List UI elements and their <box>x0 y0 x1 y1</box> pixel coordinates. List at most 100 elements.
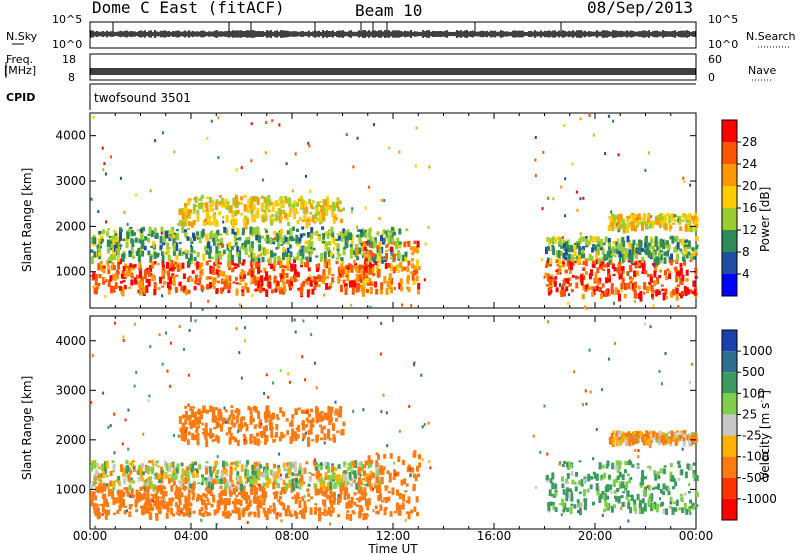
scatter-cell <box>593 474 597 480</box>
scatter-cell <box>122 266 126 272</box>
scatter-cell <box>585 284 589 289</box>
scatter-cell <box>634 430 638 438</box>
scatter-cell <box>107 279 111 287</box>
scatter-cell <box>349 264 353 267</box>
scatter-cell <box>686 463 690 470</box>
scatter-cell <box>168 499 172 506</box>
scatter-cell <box>274 480 278 486</box>
nave-tick-bottom: 0 <box>708 71 715 84</box>
scatter-cell <box>187 509 191 518</box>
scatter-cell <box>298 510 302 515</box>
scatter-cell <box>143 236 147 239</box>
scatter-cell <box>167 287 171 295</box>
scatter-cell <box>416 240 420 248</box>
scatter-cell <box>116 253 120 262</box>
scatter-cell <box>372 240 376 248</box>
scatter-cell <box>409 271 413 274</box>
scatter-cell <box>209 276 213 279</box>
scatter-cell <box>275 424 279 431</box>
scatter-cell <box>151 274 155 282</box>
scatter-cell <box>137 476 141 482</box>
scatter-cell <box>169 230 173 234</box>
scatter-cell <box>229 467 233 475</box>
scatter-cell <box>111 274 115 280</box>
scatter-cell <box>218 201 222 206</box>
scatter-cell <box>675 293 679 301</box>
scatter-cell <box>662 292 666 301</box>
scatter-cell <box>592 457 595 461</box>
scatter-cell <box>233 467 237 471</box>
scatter-cell <box>271 206 275 212</box>
scatter-cell <box>136 495 139 502</box>
scatter-cell <box>400 265 404 272</box>
scatter-cell <box>695 252 698 256</box>
scatter-cell <box>90 256 94 265</box>
scatter-cell <box>363 266 367 273</box>
scatter-cell <box>342 207 345 211</box>
scatter-cell <box>244 326 247 330</box>
scatter-cell <box>694 215 698 220</box>
scatter-cell <box>622 254 625 263</box>
scatter-cell <box>667 439 671 444</box>
scatter-cell <box>627 499 631 503</box>
scatter-cell <box>647 250 651 258</box>
scatter-cell <box>355 268 359 273</box>
scatter-cell <box>249 407 253 415</box>
scatter-cell <box>364 512 368 520</box>
scatter-cell <box>303 467 307 475</box>
scatter-cell <box>568 293 571 297</box>
scatter-cell <box>305 206 309 214</box>
scatter-cell <box>211 199 215 207</box>
scatter-cell <box>669 213 673 220</box>
scatter-cell <box>171 497 175 502</box>
scatter-cell <box>122 339 125 342</box>
scatter-cell <box>263 210 267 218</box>
scatter-cell <box>232 414 236 420</box>
scatter-cell <box>194 319 197 323</box>
scatter-cell <box>269 423 273 431</box>
scatter-cell <box>230 258 234 266</box>
scatter-cell <box>230 462 234 466</box>
nsky-tick-top: 10^5 <box>52 13 83 26</box>
scatter-cell <box>172 480 176 486</box>
scatter-cell <box>126 270 130 277</box>
scatter-cell <box>280 236 283 239</box>
scatter-cell <box>617 264 620 267</box>
scatter-cell <box>592 501 595 506</box>
scatter-cell <box>183 435 187 442</box>
scatter-cell <box>628 215 632 219</box>
scatter-cell <box>669 506 673 509</box>
scatter-cell <box>665 508 668 515</box>
scatter-cell <box>178 264 182 271</box>
scatter-cell <box>639 482 643 487</box>
scatter-cell <box>411 258 414 262</box>
scatter-cell <box>345 513 349 520</box>
scatter-cell <box>219 233 223 236</box>
scatter-cell <box>170 264 174 268</box>
scatter-cell <box>242 287 246 290</box>
scatter-cell <box>217 116 220 120</box>
scatter-cell <box>100 489 104 494</box>
scatter-cell <box>683 492 687 496</box>
scatter-cell <box>236 471 240 476</box>
scatter-cell <box>212 479 216 485</box>
scatter-cell <box>646 214 650 218</box>
scatter-cell <box>642 260 646 267</box>
scatter-cell <box>671 235 675 244</box>
scatter-cell <box>633 500 637 503</box>
scatter-cell <box>232 281 236 284</box>
scatter-cell <box>125 487 129 493</box>
scatter-cell <box>348 502 352 509</box>
scatter-cell <box>276 286 280 290</box>
scatter-cell <box>301 423 305 431</box>
scatter-cell <box>355 234 359 238</box>
scatter-cell <box>308 254 312 262</box>
scatter-cell <box>272 412 275 420</box>
scatter-cell <box>240 213 244 216</box>
scatter-cell <box>353 470 357 478</box>
scatter-cell <box>552 505 556 510</box>
scatter-cell <box>398 241 402 245</box>
scatter-cell <box>650 503 654 512</box>
scatter-cell <box>383 199 386 202</box>
scatter-cell <box>332 216 336 224</box>
